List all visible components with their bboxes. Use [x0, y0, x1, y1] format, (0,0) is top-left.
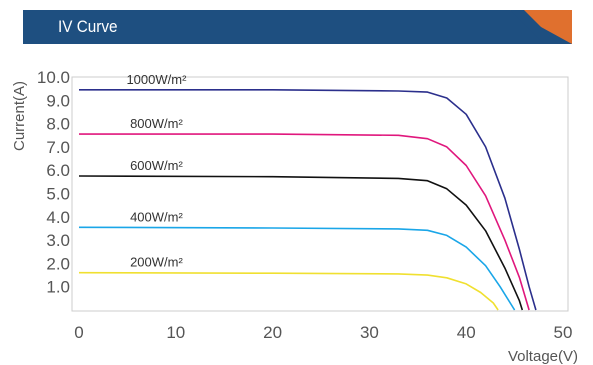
y-tick-label: 6.0: [46, 161, 70, 180]
x-tick-label: 30: [360, 323, 379, 342]
y-tick-label: 7.0: [46, 138, 70, 157]
series-label: 200W/m²: [130, 255, 183, 270]
series-line: [78, 271, 499, 311]
series-line: [79, 89, 537, 311]
x-tick-label: 20: [263, 323, 282, 342]
x-axis-title: Voltage(V): [508, 348, 578, 365]
series-label: 1000W/m²: [126, 72, 187, 87]
y-tick-label: 8.0: [46, 115, 70, 134]
x-tick-label: 10: [166, 323, 185, 342]
chart-title: IV Curve: [58, 17, 118, 36]
y-tick-label: 2.0: [46, 254, 70, 273]
y-tick-label: 4.0: [46, 208, 70, 227]
series-line: [78, 226, 516, 311]
corner-accent: [510, 10, 572, 44]
x-tick-label: 40: [457, 323, 476, 342]
x-tick-label: 0: [74, 323, 83, 342]
y-axis-title: Current(A): [11, 81, 28, 151]
y-tick-label: 10.0: [37, 68, 70, 87]
series-line: [78, 175, 524, 311]
x-tick-label: 50: [554, 323, 573, 342]
plot-area-frame: [71, 76, 569, 312]
y-tick-label: 1.0: [46, 278, 70, 297]
chart-header-bar: IV Curve: [23, 10, 572, 44]
y-tick-label: 3.0: [46, 231, 70, 250]
series-label: 800W/m²: [130, 116, 183, 131]
series-label: 400W/m²: [130, 209, 183, 224]
series-label: 600W/m²: [130, 158, 183, 173]
y-tick-label: 9.0: [46, 91, 70, 110]
y-tick-label: 5.0: [46, 185, 70, 204]
series-line: [79, 133, 530, 311]
